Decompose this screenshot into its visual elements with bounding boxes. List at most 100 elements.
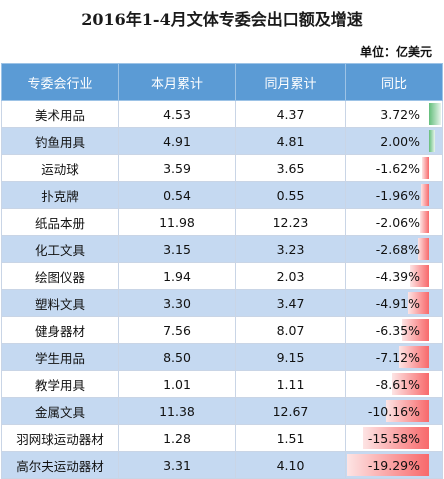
yoy-data-bar	[410, 265, 429, 287]
yoy-cell: 2.00%	[345, 127, 443, 155]
yoy-value: -15.58%	[367, 430, 420, 446]
yoy-data-bar	[429, 130, 436, 152]
export-table: 专委会行业 本月累计 同月累计 同比 美术用品 4.53 4.37 3.72% 钓鱼用具…	[1, 63, 443, 479]
table-row: 钓鱼用具 4.91 4.81 2.00%	[1, 127, 443, 155]
yoy-value: -1.62%	[375, 160, 420, 176]
industry-cell: 塑料文具	[1, 289, 119, 317]
yoy-cell: 3.72%	[345, 100, 443, 128]
previous-cell: 12.23	[235, 208, 346, 236]
table-row: 扑克牌 0.54 0.55 -1.96%	[1, 181, 443, 209]
table-row: 纸品本册 11.98 12.23 -2.06%	[1, 208, 443, 236]
previous-cell: 12.67	[235, 397, 346, 425]
unit-label: 单位：亿美元	[359, 45, 432, 59]
yoy-cell: -8.61%	[345, 370, 443, 398]
current-cell: 4.53	[118, 100, 236, 128]
table-row: 化工文具 3.15 3.23 -2.68%	[1, 235, 443, 263]
previous-cell: 1.11	[235, 370, 346, 398]
yoy-cell: -15.58%	[345, 424, 443, 452]
current-cell: 8.50	[118, 343, 236, 371]
previous-cell: 2.03	[235, 262, 346, 290]
yoy-value: -19.29%	[367, 457, 420, 473]
industry-cell: 健身器材	[1, 316, 119, 344]
yoy-value: -1.96%	[375, 187, 420, 203]
yoy-data-bar	[422, 157, 429, 179]
table-row: 金属文具 11.38 12.67 -10.16%	[1, 397, 443, 425]
table-row: 美术用品 4.53 4.37 3.72%	[1, 100, 443, 128]
industry-cell: 羽网球运动器材	[1, 424, 119, 452]
yoy-cell: -10.16%	[345, 397, 443, 425]
header-row: 专委会行业 本月累计 同月累计 同比	[1, 63, 443, 101]
header-industry: 专委会行业	[1, 63, 119, 101]
current-cell: 1.01	[118, 370, 236, 398]
yoy-data-bar	[420, 184, 429, 206]
previous-cell: 4.10	[235, 451, 346, 479]
yoy-data-bar	[398, 346, 429, 368]
yoy-cell: -6.35%	[345, 316, 443, 344]
industry-cell: 美术用品	[1, 100, 119, 128]
industry-cell: 绘图仪器	[1, 262, 119, 290]
yoy-value: -7.12%	[375, 349, 420, 365]
header-yoy: 同比	[345, 63, 443, 101]
header-previous: 同月累计	[235, 63, 346, 101]
yoy-value: -4.91%	[375, 295, 420, 311]
yoy-cell: -4.39%	[345, 262, 443, 290]
current-cell: 4.91	[118, 127, 236, 155]
yoy-data-bar	[362, 427, 429, 449]
yoy-value: -2.68%	[375, 241, 420, 257]
table-row: 健身器材 7.56 8.07 -6.35%	[1, 316, 443, 344]
table-title: 2016年1-4月文体专委会出口额及增速	[81, 10, 363, 29]
yoy-data-bar	[417, 238, 429, 260]
industry-cell: 化工文具	[1, 235, 119, 263]
yoy-data-bar	[392, 373, 429, 395]
industry-cell: 钓鱼用具	[1, 127, 119, 155]
industry-cell: 纸品本册	[1, 208, 119, 236]
yoy-cell: -4.91%	[345, 289, 443, 317]
industry-cell: 运动球	[1, 154, 119, 182]
current-cell: 7.56	[118, 316, 236, 344]
table-row: 羽网球运动器材 1.28 1.51 -15.58%	[1, 424, 443, 452]
table-row: 学生用品 8.50 9.15 -7.12%	[1, 343, 443, 371]
yoy-value: -6.35%	[375, 322, 420, 338]
industry-cell: 金属文具	[1, 397, 119, 425]
previous-cell: 1.51	[235, 424, 346, 452]
industry-cell: 学生用品	[1, 343, 119, 371]
yoy-value: -2.06%	[375, 214, 420, 230]
yoy-cell: -7.12%	[345, 343, 443, 371]
yoy-data-bar	[420, 211, 429, 233]
yoy-cell: -2.06%	[345, 208, 443, 236]
current-cell: 1.28	[118, 424, 236, 452]
industry-cell: 教学用具	[1, 370, 119, 398]
yoy-data-bar	[385, 400, 429, 422]
header-current: 本月累计	[118, 63, 236, 101]
previous-cell: 3.65	[235, 154, 346, 182]
previous-cell: 8.07	[235, 316, 346, 344]
current-cell: 3.31	[118, 451, 236, 479]
previous-cell: 3.47	[235, 289, 346, 317]
previous-cell: 0.55	[235, 181, 346, 209]
yoy-value: 3.72%	[380, 106, 420, 122]
yoy-value: -8.61%	[375, 376, 420, 392]
industry-cell: 扑克牌	[1, 181, 119, 209]
table-row: 高尔夫运动器材 3.31 4.10 -19.29%	[1, 451, 443, 479]
current-cell: 11.98	[118, 208, 236, 236]
previous-cell: 4.81	[235, 127, 346, 155]
current-cell: 0.54	[118, 181, 236, 209]
yoy-cell: -2.68%	[345, 235, 443, 263]
current-cell: 3.30	[118, 289, 236, 317]
industry-cell: 高尔夫运动器材	[1, 451, 119, 479]
previous-cell: 9.15	[235, 343, 346, 371]
current-cell: 3.15	[118, 235, 236, 263]
table-row: 塑料文具 3.30 3.47 -4.91%	[1, 289, 443, 317]
yoy-data-bar	[429, 103, 441, 125]
previous-cell: 4.37	[235, 100, 346, 128]
yoy-data-bar	[408, 292, 429, 314]
table-row: 绘图仪器 1.94 2.03 -4.39%	[1, 262, 443, 290]
yoy-cell: -1.62%	[345, 154, 443, 182]
yoy-value: -4.39%	[375, 268, 420, 284]
yoy-value: 2.00%	[380, 133, 420, 149]
yoy-value: -10.16%	[367, 403, 420, 419]
current-cell: 3.59	[118, 154, 236, 182]
table-row: 教学用具 1.01 1.11 -8.61%	[1, 370, 443, 398]
yoy-data-bar	[402, 319, 429, 341]
current-cell: 11.38	[118, 397, 236, 425]
